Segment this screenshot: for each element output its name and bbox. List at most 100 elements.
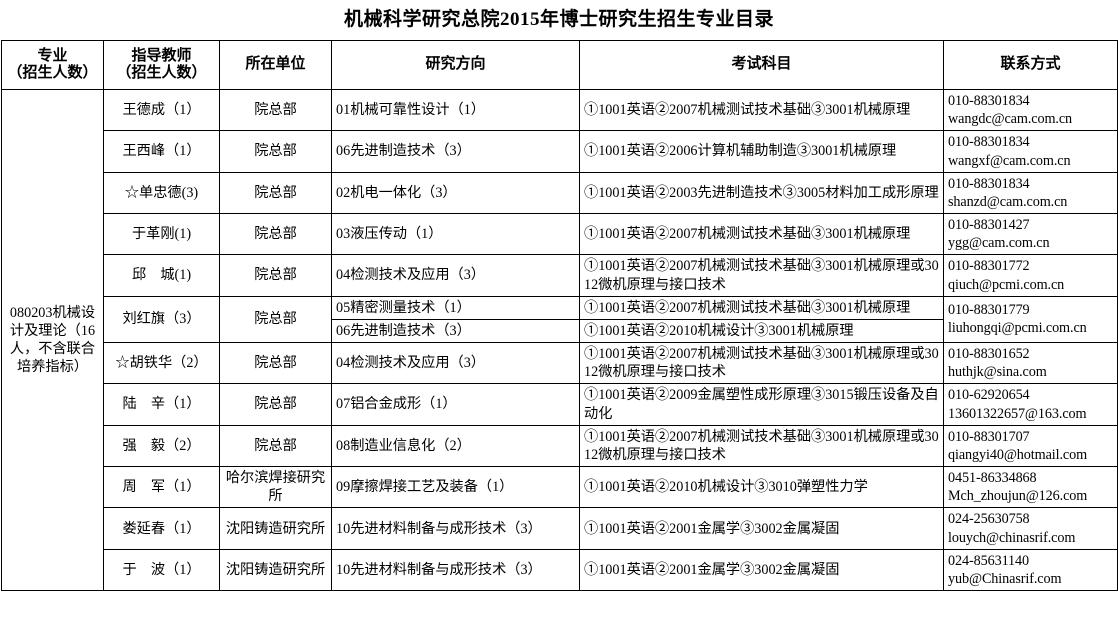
table-row: 于革刚(1) 院总部 03液压传动（1） ①1001英语②2007机械测试技术基础③3… [2, 213, 1118, 256]
table-body: 080203机械设计及理论（16人，不含联合培养指标） 王德成（1） 院总部 01机械… [1, 88, 1118, 592]
major-cell: 080203机械设计及理论（16人，不含联合培养指标） [1, 88, 104, 592]
column-header-contact-line1: 联系方式 [1000, 56, 1061, 73]
column-header-major: 专业 （招生人数） [1, 40, 104, 90]
research-direction-cell: 06先进制造技术（3） [331, 318, 580, 344]
exam-subjects-cell: ①1001英语②2003先进制造技术③3005材料加工成形原理 [579, 171, 944, 215]
column-header-unit-line1: 所在单位 [245, 56, 306, 73]
exam-subjects-cell: ①1001英语②2007机械测试技术基础③3001机械原理 [579, 88, 944, 132]
page-title: 机械科学研究总院2015年博士研究生招生专业目录 [343, 9, 774, 30]
teacher-cell: 王西峰（1） [103, 130, 220, 173]
contact-phone: 010-88301834 [948, 134, 1030, 151]
exam-subjects-cell: ①1001英语②2010机械设计③3010弹塑性力学 [579, 466, 944, 509]
exam-subjects-cell: ①1001英语②2007机械测试技术基础③3001机械原理或3012微机原理与接… [579, 424, 944, 468]
unit-cell: 院总部 [219, 342, 332, 385]
unit-cell: 沈阳铸造研究所 [219, 548, 332, 592]
contact-phone: 010-88301779 [948, 302, 1030, 319]
contact-cell: 010-88301779 liuhongqi@pcmi.com.cn [943, 295, 1118, 344]
table-header-row: 专业 （招生人数） 指导教师 （招生人数） 所在单位 研究方向 考试科目 联系方 [1, 40, 1118, 90]
exam-subjects-cell: ①1001英语②2007机械测试技术基础③3001机械原理或3012微机原理与接… [579, 342, 944, 385]
research-direction-cell: 03液压传动（1） [331, 213, 580, 256]
contact-cell: 010-62920654 13601322657@163.com [943, 383, 1118, 426]
teacher-cell: 娄延春（1） [103, 507, 220, 550]
research-direction-cell: 08制造业信息化（2） [331, 424, 580, 468]
research-direction-cell: 04检测技术及应用（3） [331, 254, 580, 297]
unit-cell: 院总部 [219, 424, 332, 468]
contact-email[interactable]: Mch_zhoujun@126.com [948, 488, 1088, 505]
teacher-cell: 王德成（1） [103, 88, 220, 132]
unit-cell: 院总部 [219, 383, 332, 426]
unit-cell: 院总部 [219, 130, 332, 173]
teacher-cell: ☆胡铁华（2） [103, 342, 220, 385]
column-header-contact: 联系方式 [943, 40, 1118, 90]
column-header-major-line1: 专业 [37, 47, 68, 64]
teacher-cell: 邱 城(1) [103, 254, 220, 297]
teacher-cell: 于 波（1） [103, 548, 220, 592]
table-row: 王西峰（1） 院总部 06先进制造技术（3） ①1001英语②2006计算机辅助制造③… [2, 130, 1118, 173]
exam-subjects-cell: ①1001英语②2001金属学③3002金属凝固 [579, 507, 944, 550]
exam-subjects-cell: ①1001英语②2010机械设计③3001机械原理 [579, 318, 944, 344]
contact-email[interactable]: qiangyi40@hotmail.com [948, 446, 1088, 463]
contact-email[interactable]: liuhongqi@pcmi.com.cn [948, 320, 1087, 337]
research-direction-cell: 10先进材料制备与成形技术（3） [331, 548, 580, 592]
unit-cell: 院总部 [219, 171, 332, 215]
table-header: 专业 （招生人数） 指导教师 （招生人数） 所在单位 研究方向 考试科目 联系方 [1, 40, 1118, 90]
teacher-cell: 强 毅（2） [103, 424, 220, 468]
teacher-cell: 周 军（1） [103, 466, 220, 509]
unit-cell: 沈阳铸造研究所 [219, 507, 332, 550]
contact-email[interactable]: yub@Chinasrif.com [948, 570, 1062, 587]
contact-email[interactable]: huthjk@sina.com [948, 364, 1047, 381]
table-row: ☆单忠德(3) 院总部 02机电一体化（3） ①1001英语②2003先进制造技术③3… [2, 171, 1118, 215]
column-header-exam-line1: 考试科目 [731, 56, 792, 73]
column-header-major-line2: （招生人数） [7, 65, 98, 81]
contact-phone: 010-88301427 [948, 217, 1030, 234]
contact-email[interactable]: ygg@cam.com.cn [948, 235, 1050, 252]
research-direction-cell: 05精密测量技术（1） [331, 295, 580, 320]
contact-phone: 010-88301834 [948, 175, 1030, 192]
research-direction-cell: 01机械可靠性设计（1） [331, 88, 580, 132]
contact-cell: 010-88301707 qiangyi40@hotmail.com [943, 424, 1118, 468]
contact-phone: 024-85631140 [948, 552, 1030, 569]
teacher-cell: 陆 辛（1） [103, 383, 220, 426]
teacher-cell: 刘红旗（3） [103, 295, 220, 344]
contact-email[interactable]: louych@chinasrif.com [948, 529, 1076, 546]
unit-cell: 院总部 [219, 213, 332, 256]
contact-phone: 010-62920654 [948, 387, 1030, 404]
contact-cell: 024-85631140 yub@Chinasrif.com [943, 548, 1118, 592]
unit-cell: 哈尔滨焊接研究所 [219, 466, 332, 509]
contact-phone: 0451-86334868 [948, 470, 1037, 487]
exam-subjects-cell: ①1001英语②2007机械测试技术基础③3001机械原理 [579, 213, 944, 256]
contact-phone: 010-88301772 [948, 258, 1030, 275]
research-direction-cell: 04检测技术及应用（3） [331, 342, 580, 385]
contact-phone: 024-25630758 [948, 511, 1030, 528]
contact-email[interactable]: qiuch@pcmi.com.cn [948, 276, 1065, 293]
table-row: 娄延春（1） 沈阳铸造研究所 10先进材料制备与成形技术（3） ①1001英语②200… [2, 507, 1118, 550]
contact-cell: 010-88301652 huthjk@sina.com [943, 342, 1118, 385]
unit-cell: 院总部 [219, 88, 332, 132]
table-row: ☆胡铁华（2） 院总部 04检测技术及应用（3） ①1001英语②2007机械测试技术… [2, 342, 1118, 385]
contact-email[interactable]: wangxf@cam.com.cn [948, 152, 1071, 169]
contact-phone: 010-88301707 [948, 428, 1030, 445]
table-row: 陆 辛（1） 院总部 07铝合金成形（1） ①1001英语②2009金属塑性成形原理③… [2, 383, 1118, 426]
contact-cell: 010-88301772 qiuch@pcmi.com.cn [943, 254, 1118, 297]
column-header-teacher: 指导教师 （招生人数） [103, 40, 220, 90]
column-header-direction-line1: 研究方向 [425, 56, 486, 73]
research-direction-cell: 09摩擦焊接工艺及装备（1） [331, 466, 580, 509]
contact-email[interactable]: 13601322657@163.com [948, 405, 1087, 422]
research-direction-cell: 10先进材料制备与成形技术（3） [331, 507, 580, 550]
column-header-unit: 所在单位 [219, 40, 332, 90]
contact-cell: 024-25630758 louych@chinasrif.com [943, 507, 1118, 550]
contact-cell: 0451-86334868 Mch_zhoujun@126.com [943, 466, 1118, 509]
research-direction-cell: 07铝合金成形（1） [331, 383, 580, 426]
contact-email[interactable]: shanzd@cam.com.cn [948, 193, 1068, 210]
column-header-exam: 考试科目 [579, 40, 944, 90]
contact-email[interactable]: wangdc@cam.com.cn [948, 111, 1073, 128]
exam-subjects-cell: ①1001英语②2001金属学③3002金属凝固 [579, 548, 944, 592]
table-row: 06先进制造技术（3） ①1001英语②2010机械设计③3001机械原理 [2, 318, 1118, 344]
table-row: 邱 城(1) 院总部 04检测技术及应用（3） ①1001英语②2007机械测试技术基… [2, 254, 1118, 297]
exam-subjects-cell: ①1001英语②2007机械测试技术基础③3001机械原理或3012微机原理与接… [579, 254, 944, 297]
table-row: 刘红旗（3） 院总部 05精密测量技术（1） ①1001英语②2007机械测试技术基础… [2, 295, 1118, 344]
contact-cell: 010-88301834 wangxf@cam.com.cn [943, 130, 1118, 173]
table-row: 强 毅（2） 院总部 08制造业信息化（2） ①1001英语②2007机械测试技术基础… [2, 424, 1118, 468]
research-direction-cell: 06先进制造技术（3） [331, 130, 580, 173]
